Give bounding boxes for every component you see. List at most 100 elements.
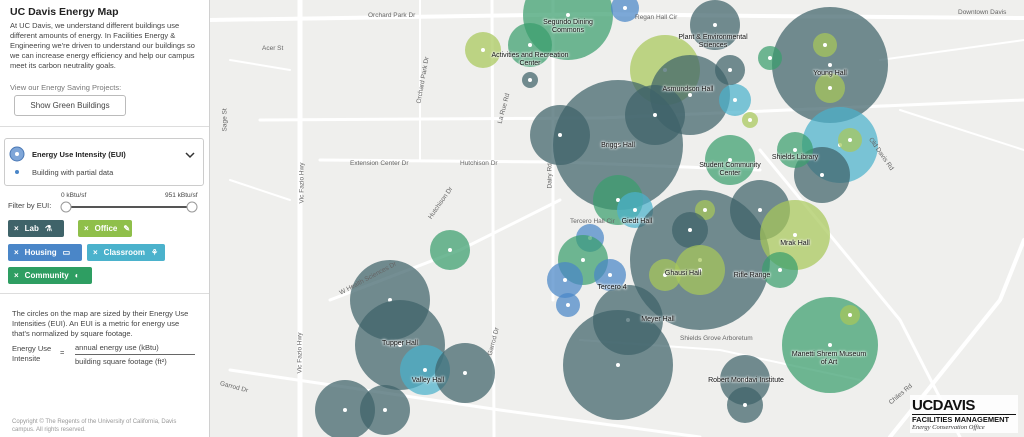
building-dot	[481, 48, 485, 52]
building-dot	[398, 343, 402, 347]
building-dot	[528, 78, 532, 82]
building-dot	[566, 13, 570, 17]
building-dot	[728, 158, 732, 162]
building-dot	[566, 303, 570, 307]
building-label: Plant & Environmental Sciences	[678, 34, 748, 49]
building-label: Young Hall	[813, 70, 847, 77]
building-label: Manetti Shrem Museum of Art	[791, 351, 867, 366]
building-dot	[663, 273, 667, 277]
street-label: Downtown Davis	[958, 9, 1007, 16]
chip-label: Community	[24, 271, 69, 280]
building-label: Robert Mondavi Institute	[708, 377, 784, 384]
building-dot	[688, 228, 692, 232]
chip-remove[interactable]: ×	[93, 248, 98, 257]
chip-label: Office	[94, 224, 118, 233]
building-dot	[528, 43, 532, 47]
formula-term: Energy Use Intensite	[12, 344, 52, 363]
green-button[interactable]: Show Green Buildings	[14, 95, 126, 116]
building-dot	[616, 363, 620, 367]
street-label: Sage St	[221, 108, 229, 132]
street-label: Shields Grove Arboretum	[680, 335, 753, 342]
building-dot	[383, 408, 387, 412]
chip-label: Housing	[24, 248, 57, 257]
building-dot	[768, 56, 772, 60]
chip-icon: ◐	[74, 271, 80, 280]
brand-name: UCDAVIS	[912, 397, 975, 414]
street-label: Orchard Park Dr	[368, 12, 416, 19]
building-circle[interactable]	[611, 0, 639, 22]
building-dot	[848, 313, 852, 317]
chip-icon: ⚘	[151, 248, 159, 257]
chip-icon: ✎	[123, 224, 131, 233]
building-dot	[743, 403, 747, 407]
building-dot	[616, 143, 620, 147]
divider	[0, 126, 209, 127]
building-label: Ghausi Hall	[664, 270, 702, 277]
street-label: Hutchison Dr	[460, 160, 498, 167]
building-dot	[423, 368, 427, 372]
building-circles	[315, 0, 888, 437]
filter-chip[interactable]: × Classroom ⚘	[87, 244, 165, 261]
building-dot	[728, 68, 732, 72]
street-label: Acer St	[262, 45, 284, 52]
building-label: Giedt Hall	[621, 218, 653, 225]
brand-office: Energy Conservation Office	[912, 424, 985, 431]
street-label: Vic Fazio Hwy	[298, 162, 306, 204]
building-dot	[623, 6, 627, 10]
building-label: Valley Hall	[411, 377, 445, 384]
building-dot	[743, 378, 747, 382]
chip-remove[interactable]: ×	[14, 224, 19, 233]
chip-remove[interactable]: ×	[14, 248, 19, 257]
projects-label: View our Energy Saving Projects:	[10, 83, 122, 92]
eui-slider[interactable]	[60, 200, 200, 214]
building-dot	[828, 63, 832, 67]
building-dot	[828, 343, 832, 347]
building-dot	[778, 268, 782, 272]
building-dot	[448, 248, 452, 252]
chip-remove[interactable]: ×	[14, 271, 19, 280]
building-dot	[698, 268, 702, 272]
filter-min: 0 kBtu/sf	[61, 192, 87, 199]
building-dot	[733, 98, 737, 102]
building-dot	[820, 173, 824, 177]
building-dot	[633, 208, 637, 212]
street-label: Extension Center Dr	[350, 160, 409, 167]
chip-label: Lab	[24, 224, 39, 233]
building-dot	[748, 118, 752, 122]
filter-chip[interactable]: × Community ◐	[8, 267, 92, 284]
brand-unit: FACILITIES MANAGEMENT	[912, 414, 1016, 424]
building-dot	[343, 408, 347, 412]
filter-chip[interactable]: × Lab ⚗	[8, 220, 64, 237]
chip-label: Classroom	[103, 248, 146, 257]
building-dot	[848, 138, 852, 142]
building-label: Student Community Center	[699, 162, 761, 177]
building-dot	[793, 233, 797, 237]
formula-numerator: annual energy use (kBtu)	[75, 343, 195, 355]
copyright: Copyright © The Regents of the Universit…	[12, 419, 177, 433]
building-label: Activities and Recreation Center	[491, 52, 569, 67]
building-dot	[793, 148, 797, 152]
chip-remove[interactable]: ×	[84, 224, 89, 233]
formula-equals: =	[60, 348, 65, 357]
legend[interactable]: Energy Use Intensity (EUI) Building with…	[4, 138, 204, 186]
filter-chip[interactable]: × Office ✎	[78, 220, 132, 237]
building-dot	[653, 113, 657, 117]
legend-title: Energy Use Intensity (EUI)	[32, 150, 126, 159]
building-dot	[823, 43, 827, 47]
building-label: Tupper Hall	[382, 340, 418, 347]
building-dot	[608, 273, 612, 277]
building-label: Briggs Hall	[601, 142, 635, 149]
building-label: Mrak Hall	[780, 240, 810, 247]
building-label: Asmundson Hall	[662, 86, 714, 93]
branding: UCDAVIS FACILITIES MANAGEMENT Energy Con…	[910, 395, 1018, 433]
building-label: Meyer Hall	[641, 316, 675, 323]
building-dot	[688, 93, 692, 97]
filter-chip[interactable]: × Housing ▭	[8, 244, 82, 261]
legend-partial: Building with partial data	[32, 168, 114, 177]
building-dot	[713, 23, 717, 27]
divider	[0, 293, 209, 294]
formula-denominator: building square footage (ft²)	[75, 357, 167, 366]
street-label: Dairy Rd	[546, 163, 554, 189]
